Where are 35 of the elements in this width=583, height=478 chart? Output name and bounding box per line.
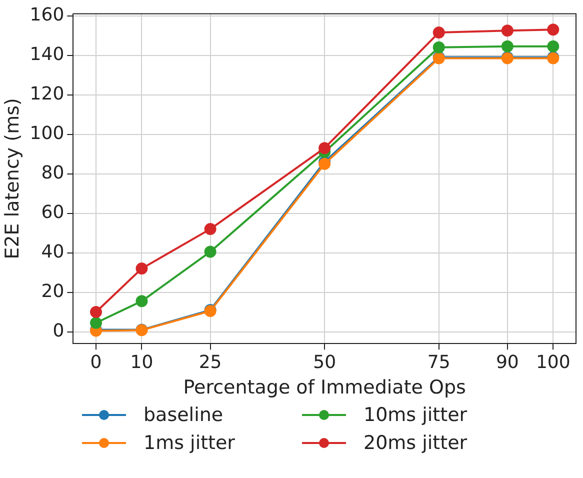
point	[90, 306, 102, 318]
legend-label: 10ms jitter	[364, 404, 468, 426]
y-tick-label: 40	[41, 241, 64, 262]
point	[318, 142, 331, 154]
y-tick-label: 160	[30, 4, 64, 26]
point	[547, 40, 560, 52]
legend-label: baseline	[144, 404, 224, 426]
point	[432, 26, 445, 39]
point	[136, 262, 148, 275]
x-tick-label: 100	[536, 352, 570, 374]
point	[204, 246, 216, 258]
y-tick-label: 80	[41, 162, 64, 184]
y-axis-title: E2E latency (ms)	[1, 98, 24, 260]
point	[501, 40, 514, 52]
x-tick-label: 25	[198, 352, 222, 374]
point	[501, 24, 514, 37]
y-tick-label: 120	[30, 83, 64, 104]
legend-label: 1ms jitter	[144, 432, 235, 454]
y-tick-label: 20	[41, 280, 64, 302]
point	[90, 316, 102, 329]
point	[547, 24, 560, 36]
x-tick-label: 75	[427, 352, 450, 374]
point	[136, 295, 148, 308]
x-axis-title: Percentage of Immediate Ops	[183, 376, 466, 399]
x-tick-label: 10	[130, 352, 154, 374]
y-tick-label: 60	[41, 202, 64, 223]
x-tick-label: 90	[496, 352, 519, 374]
x-tick-label: 0	[90, 352, 102, 374]
y-tick-label: 100	[30, 122, 64, 144]
point	[432, 41, 445, 54]
x-tick-label: 50	[313, 352, 336, 374]
y-tick-label: 140	[30, 44, 64, 65]
point	[204, 223, 216, 236]
legend-label: 20ms jitter	[364, 432, 468, 454]
y-tick-label: 0	[52, 320, 64, 342]
